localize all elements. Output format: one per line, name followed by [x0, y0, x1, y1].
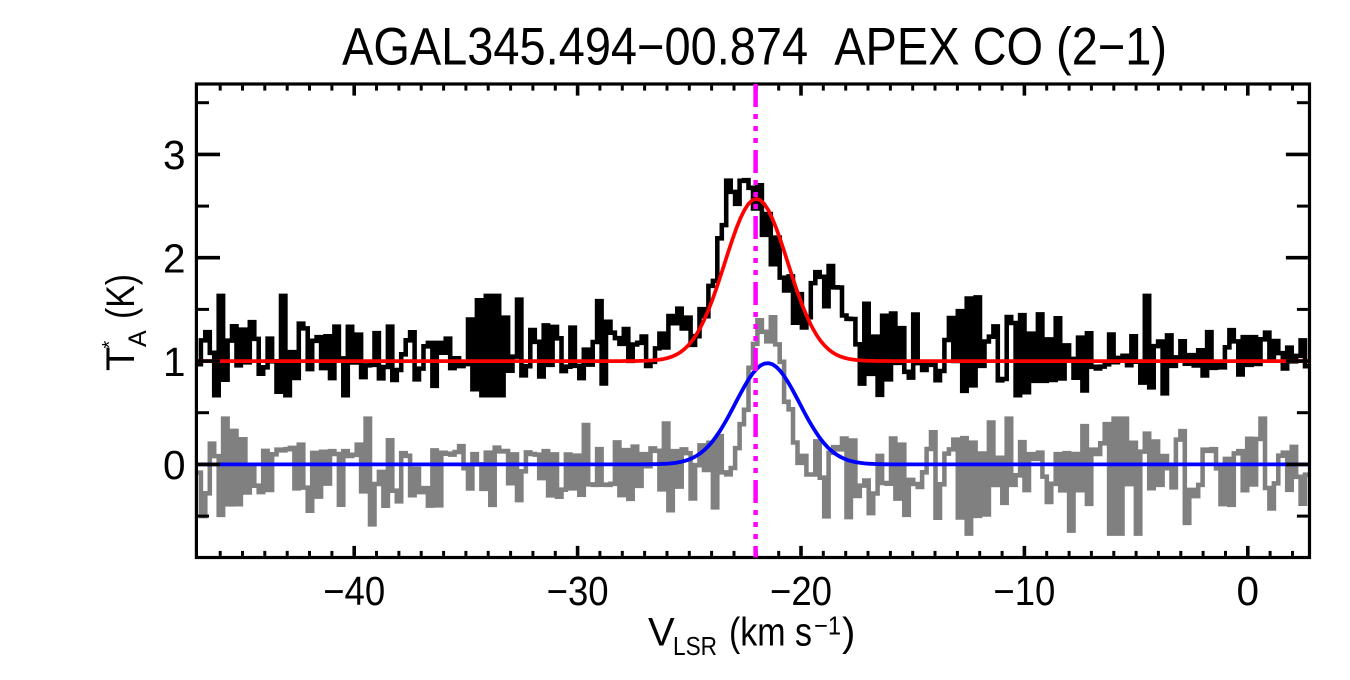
svg-text:−1: −1 — [814, 611, 841, 641]
svg-text:AGAL345.494−00.874 APEX CO (2: AGAL345.494−00.874 APEX CO (2−1) — [342, 18, 1167, 77]
svg-text:2: 2 — [163, 235, 186, 281]
svg-text:*: * — [99, 341, 121, 349]
svg-text:T: T — [99, 347, 143, 371]
svg-text:−10: −10 — [993, 568, 1055, 614]
svg-text:−30: −30 — [547, 568, 609, 614]
svg-text:0: 0 — [163, 442, 186, 488]
svg-text:V: V — [648, 610, 675, 654]
svg-text:−40: −40 — [323, 568, 385, 614]
svg-text:A: A — [124, 330, 152, 347]
svg-text:1: 1 — [163, 339, 186, 385]
svg-text:−20: −20 — [770, 568, 832, 614]
svg-text:): ) — [842, 610, 855, 654]
svg-text:LSR: LSR — [673, 631, 717, 661]
svg-text:3: 3 — [163, 132, 186, 178]
svg-text:0: 0 — [1237, 568, 1260, 614]
svg-text:(km s: (km s — [729, 610, 812, 654]
svg-text:(K): (K) — [99, 274, 143, 319]
